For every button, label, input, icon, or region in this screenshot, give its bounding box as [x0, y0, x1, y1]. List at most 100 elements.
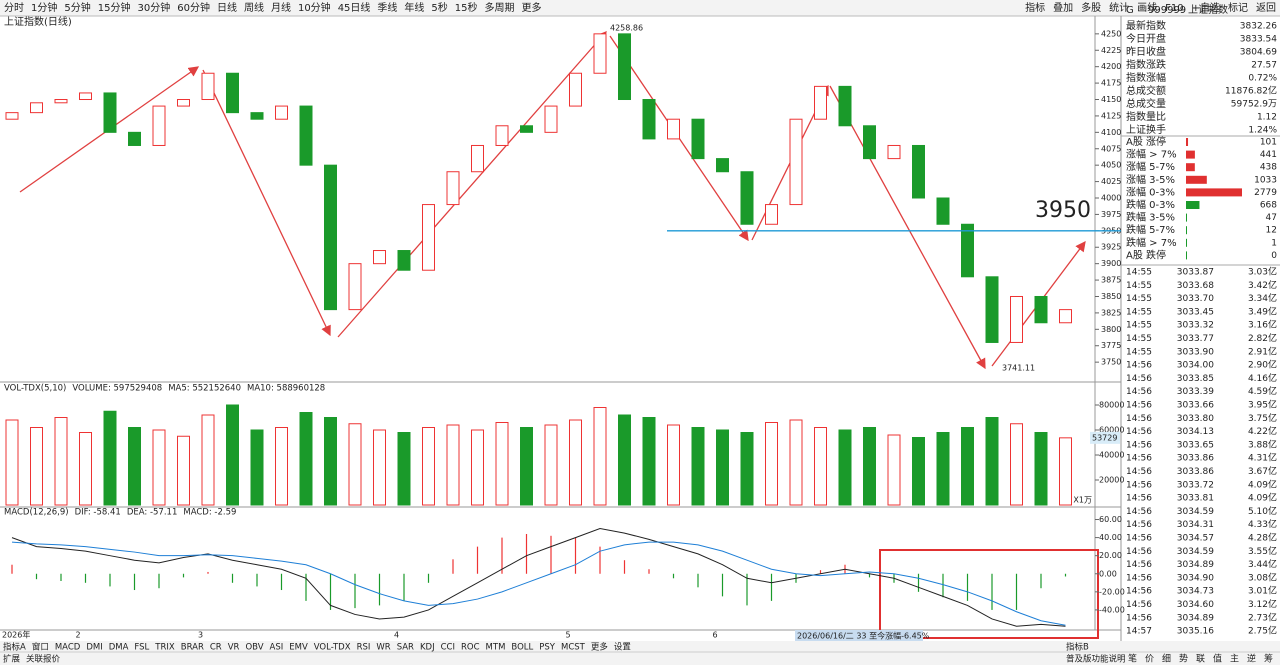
period-tab[interactable]: 周线: [244, 1, 264, 14]
level-label: 3950: [1035, 198, 1091, 223]
volume-bar: [5, 419, 19, 506]
tool-button[interactable]: 返回: [1256, 2, 1276, 14]
mode-tab[interactable]: 价: [1145, 654, 1154, 665]
tool-button[interactable]: 统计: [1109, 1, 1129, 14]
quote-label: 总成交量: [1126, 97, 1166, 110]
period-tab[interactable]: 更多: [522, 1, 542, 14]
dist-label: 涨幅 3-5%: [1126, 173, 1175, 186]
indicator-tab[interactable]: TRIX: [154, 643, 175, 653]
tool-button[interactable]: 画线: [1137, 1, 1157, 14]
period-tab[interactable]: 日线: [217, 1, 237, 14]
tick-amount: 4.28亿: [1248, 532, 1277, 544]
period-tab[interactable]: 季线: [377, 1, 397, 14]
indicator-tab[interactable]: EMV: [289, 643, 308, 653]
y-tick-label: 3775: [1101, 341, 1121, 350]
dist-bar: [1186, 138, 1189, 146]
mode-tab[interactable]: 筹: [1264, 653, 1273, 665]
indicator-tab[interactable]: ROC: [461, 643, 480, 653]
tick-time: 14:56: [1126, 587, 1152, 597]
tool-button[interactable]: 多股: [1081, 1, 1101, 14]
tick-amount: 4.09亿: [1248, 492, 1277, 504]
dist-value: 1: [1271, 238, 1277, 248]
period-tab[interactable]: 15秒: [455, 1, 478, 14]
indicator-tab[interactable]: OBV: [245, 643, 263, 653]
indicator-header: VOLUME: 597529408: [72, 384, 162, 394]
period-tab[interactable]: 30分钟: [137, 1, 170, 14]
indicator-tab[interactable]: DMA: [109, 643, 129, 653]
volume-bar: [691, 427, 705, 506]
tick-time: 14:56: [1126, 600, 1152, 610]
indicator-b-tab[interactable]: 指标B: [1066, 642, 1089, 653]
mode-tab[interactable]: 值: [1213, 653, 1222, 665]
indicator-tab[interactable]: BOLL: [511, 643, 533, 653]
indicator-tab[interactable]: CCI: [441, 643, 455, 653]
tick-price: 3034.57: [1177, 534, 1214, 544]
candle-body: [397, 250, 411, 271]
indicator-tab[interactable]: 指标A: [3, 642, 26, 653]
mode-tab[interactable]: 逆: [1247, 653, 1256, 665]
indicator-tab[interactable]: ASI: [270, 643, 284, 653]
tool-button[interactable]: 叠加: [1053, 2, 1073, 14]
indicator-tab[interactable]: BRAR: [181, 643, 204, 653]
indicator-tab[interactable]: MACD: [55, 643, 81, 653]
status-text: 2026/06/16/二 33 至今涨幅-6.45%: [797, 631, 930, 641]
indicator-tab[interactable]: KDJ: [420, 643, 435, 653]
tool-button[interactable]: +自选: [1192, 1, 1220, 14]
tool-button[interactable]: 标记: [1228, 2, 1248, 14]
candle-body: [716, 158, 729, 173]
indicator-tab[interactable]: 设置: [614, 642, 632, 653]
period-tab[interactable]: 分时: [4, 2, 24, 14]
y-tick-label: 4175: [1101, 79, 1121, 88]
period-tab[interactable]: 5分钟: [64, 1, 90, 14]
indicator-tab[interactable]: MTM: [486, 643, 506, 653]
period-tab[interactable]: 10分钟: [298, 1, 331, 14]
indicator-tab[interactable]: SAR: [397, 643, 414, 653]
period-tab[interactable]: 60分钟: [177, 1, 210, 14]
indicator-tab[interactable]: DMI: [86, 643, 102, 653]
indicator-tab[interactable]: FSL: [134, 643, 149, 653]
volume-bar: [446, 424, 460, 506]
mode-tab[interactable]: 主: [1230, 653, 1239, 665]
tick-price: 3034.89: [1177, 613, 1214, 623]
period-tab[interactable]: 45日线: [338, 1, 371, 14]
quote-label: 昨日收盘: [1126, 45, 1166, 58]
volume-bar: [1034, 432, 1048, 506]
help-link[interactable]: 普及版功能说明: [1066, 654, 1126, 665]
mode-tab[interactable]: 细: [1162, 653, 1171, 665]
y-tick-label: 60.00: [1099, 515, 1122, 524]
period-tab[interactable]: 15分钟: [98, 1, 131, 14]
indicator-tab[interactable]: MCST: [561, 643, 586, 653]
bottom-tab[interactable]: 扩展: [3, 654, 21, 665]
candle-body: [740, 171, 754, 225]
candle-body: [642, 99, 656, 140]
indicator-tab[interactable]: VR: [228, 643, 240, 653]
mode-tab[interactable]: 势: [1179, 653, 1188, 665]
mode-tab[interactable]: 笔: [1128, 653, 1137, 665]
tick-time: 14:56: [1126, 560, 1152, 570]
indicator-tab[interactable]: VOL-TDX: [314, 643, 351, 653]
tool-button[interactable]: 指标: [1025, 1, 1045, 14]
tick-amount: 3.01亿: [1248, 585, 1277, 597]
volume-bar: [226, 404, 239, 506]
indicator-tab[interactable]: WR: [376, 643, 390, 653]
mode-tab[interactable]: 联: [1196, 654, 1205, 665]
tool-button[interactable]: F10: [1165, 3, 1183, 14]
candle-body: [373, 250, 386, 265]
tick-amount: 4.33亿: [1248, 518, 1277, 530]
indicator-tab[interactable]: 更多: [591, 642, 609, 653]
indicator-tab[interactable]: RSI: [357, 643, 371, 653]
y-tick-label: 20.00: [1099, 551, 1122, 560]
period-tab[interactable]: 多周期: [485, 1, 515, 14]
indicator-tab[interactable]: CR: [210, 643, 222, 653]
indicator-tab[interactable]: 窗口: [32, 642, 49, 653]
period-tab[interactable]: 年线: [404, 1, 424, 14]
highlight-box: [879, 549, 1099, 639]
period-tab[interactable]: 月线: [271, 1, 291, 14]
indicator-tab[interactable]: PSY: [539, 643, 556, 653]
volume-bar: [765, 422, 778, 506]
candle-body: [177, 99, 190, 107]
bottom-tab[interactable]: 关联报价: [26, 654, 61, 665]
candle-body: [324, 164, 337, 311]
period-tab[interactable]: 5秒: [431, 1, 447, 14]
period-tab[interactable]: 1分钟: [31, 1, 57, 14]
